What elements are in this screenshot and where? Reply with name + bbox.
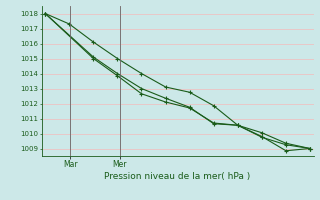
X-axis label: Pression niveau de la mer( hPa ): Pression niveau de la mer( hPa )	[104, 172, 251, 181]
